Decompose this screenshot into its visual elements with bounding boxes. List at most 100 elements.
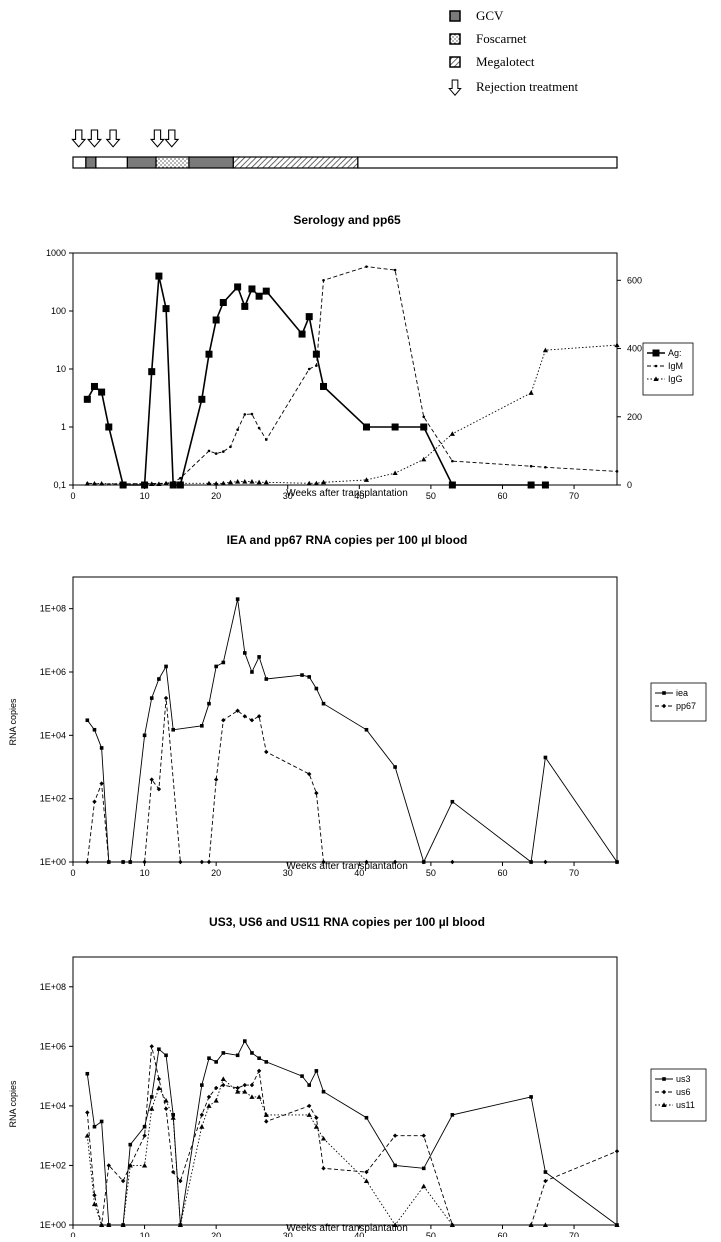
series-line-pp67: [86, 698, 617, 863]
x-tick-label: 20: [211, 1231, 221, 1237]
data-point: [392, 470, 398, 476]
x-tick-label: 60: [497, 1231, 507, 1237]
data-point: [529, 1095, 533, 1099]
series-line-iea: [86, 599, 618, 864]
timeline-segment-empty: [357, 156, 618, 169]
data-point: [242, 651, 247, 655]
data-point: [652, 349, 660, 357]
data-point: [420, 423, 428, 431]
data-point: [219, 299, 227, 307]
legend-entry: Ag:: [668, 348, 682, 358]
data-point: [85, 859, 90, 865]
data-point: [320, 1135, 327, 1141]
rejection-arrow-icon: [164, 129, 180, 148]
data-point: [542, 347, 549, 353]
data-point: [84, 1133, 90, 1138]
data-point: [221, 1082, 226, 1088]
data-point: [99, 481, 105, 486]
data-point: [220, 1076, 226, 1081]
legend-label: Rejection treatment: [476, 79, 579, 94]
series-line-us3: [86, 1040, 618, 1226]
data-point: [128, 1142, 133, 1147]
data-point: [450, 799, 455, 804]
data-point: [450, 1113, 455, 1117]
treatment-timeline: [71, 129, 618, 169]
data-point: [85, 1110, 90, 1115]
data-point: [235, 1085, 240, 1091]
treatment-legend: GCV Foscarnet Megalotect Rejection treatmen…: [448, 8, 579, 96]
data-point: [314, 1115, 319, 1120]
data-point: [300, 1074, 304, 1078]
data-point: [543, 1178, 548, 1184]
data-point: [120, 859, 126, 865]
data-point: [661, 1089, 667, 1095]
data-point: [207, 449, 211, 453]
data-point: [661, 703, 667, 709]
y-tick-label: 1E+04: [40, 730, 66, 740]
data-point: [179, 476, 182, 480]
data-point: [321, 859, 326, 865]
data-point: [236, 428, 239, 432]
legend-entry: IgM: [668, 361, 683, 371]
y-tick-label: 1E+08: [40, 982, 66, 992]
data-point: [451, 459, 454, 463]
timeline-segment-empty: [72, 156, 87, 169]
data-point: [527, 481, 535, 489]
data-point: [149, 481, 155, 486]
data-point: [263, 1112, 269, 1117]
data-point: [213, 777, 219, 782]
data-point: [315, 364, 318, 367]
data-point: [242, 1082, 247, 1088]
data-point: [242, 714, 247, 719]
data-point: [614, 1222, 620, 1227]
data-point: [256, 479, 262, 485]
data-point: [364, 727, 369, 732]
data-point: [314, 1069, 319, 1073]
data-point: [321, 1166, 326, 1171]
data-point: [421, 1166, 426, 1171]
x-tick-label: 0: [70, 1231, 75, 1237]
data-point: [364, 859, 369, 865]
data-point: [449, 431, 455, 436]
data-point: [128, 859, 133, 865]
data-point: [392, 1222, 398, 1227]
data-point: [222, 450, 225, 453]
data-point: [156, 1076, 162, 1082]
data-point: [214, 664, 218, 669]
data-point: [235, 597, 240, 601]
data-point: [214, 1060, 218, 1064]
series-line-us6: [86, 1046, 618, 1226]
data-point: [528, 390, 534, 395]
x-tick-label: 50: [426, 868, 436, 878]
timeline-segment-hatched: [232, 156, 359, 169]
data-point: [362, 423, 370, 431]
data-point: [214, 452, 218, 455]
data-point: [170, 481, 176, 486]
data-point: [264, 438, 268, 441]
x-tick-label: 40: [354, 868, 364, 878]
data-point: [653, 376, 659, 381]
data-point: [543, 1170, 548, 1174]
y-tick-label: 1E+00: [40, 1220, 66, 1230]
data-point: [200, 724, 204, 728]
data-point: [364, 1115, 369, 1120]
data-point: [365, 265, 368, 268]
x-tick-label: 20: [211, 491, 221, 501]
data-point: [178, 859, 183, 865]
data-point: [213, 1098, 219, 1103]
data-point: [264, 677, 269, 681]
y-tick-label: 1E+06: [40, 667, 66, 677]
data-point: [421, 456, 427, 462]
x-tick-label: 0: [70, 868, 75, 878]
data-point: [257, 1056, 261, 1060]
data-point: [142, 1124, 147, 1129]
data-point: [99, 1222, 105, 1227]
data-point: [206, 859, 212, 865]
y-axis-label: RNA copies: [8, 1080, 18, 1128]
data-point: [221, 1051, 226, 1055]
data-point: [249, 1094, 255, 1099]
data-point: [205, 350, 213, 358]
data-point: [235, 478, 241, 484]
